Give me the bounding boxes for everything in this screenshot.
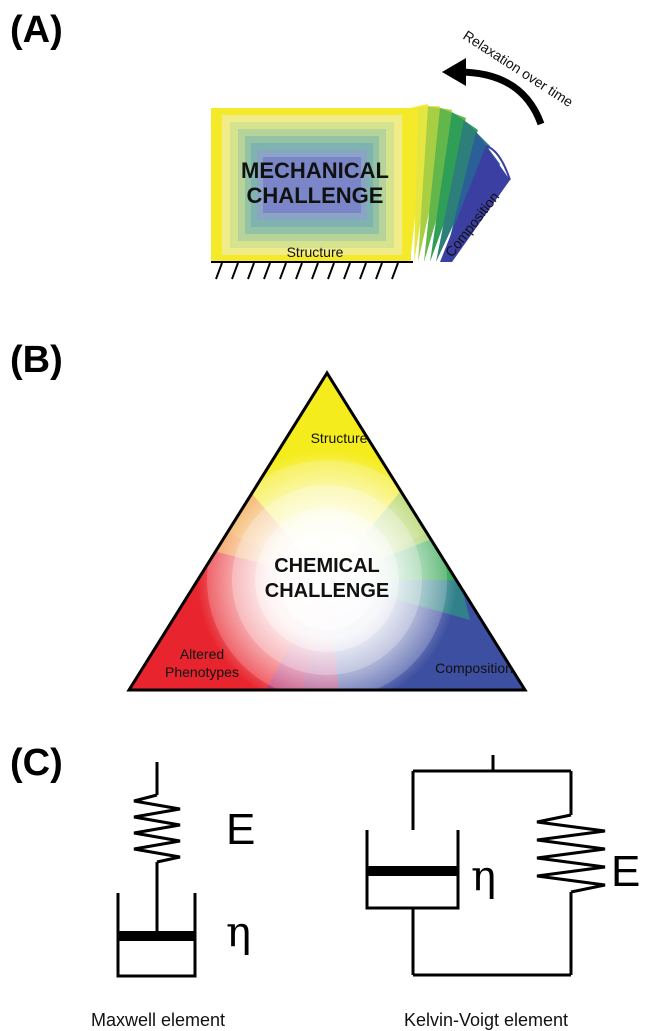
mechanical-title-line1: MECHANICAL (241, 158, 389, 183)
relaxation-arrow (442, 58, 545, 126)
structure-label-b: Structure (311, 430, 368, 446)
panel-c: (C) E η Maxwell element η E Kelvin-Voig (10, 742, 640, 1030)
panel-b-label: (B) (10, 339, 63, 381)
mechanical-block (211, 108, 411, 262)
maxwell-caption: Maxwell element (91, 1010, 225, 1030)
kelvin-voigt-element (365, 755, 606, 977)
relaxation-label: Relaxation over time (460, 27, 576, 110)
altered-label-line1: Altered (180, 646, 224, 662)
kv-dashpot-symbol: η (471, 851, 496, 900)
structure-label-a: Structure (287, 244, 344, 260)
kv-piston (367, 866, 458, 876)
chemical-title-line2: CHALLENGE (265, 580, 389, 602)
panel-b: (B) CHEMICAL CHALLENGE Structure Altered… (10, 339, 528, 692)
maxwell-piston (118, 931, 195, 941)
chemical-title-line1: CHEMICAL (274, 555, 380, 577)
fixed-support (211, 261, 413, 280)
phenotypes-label-line2: Phenotypes (165, 664, 239, 680)
mechanical-title-line2: CHALLENGE (247, 183, 384, 208)
kv-caption: Kelvin-Voigt element (404, 1010, 568, 1030)
composition-label-b: Composition (435, 660, 513, 676)
panel-a-label: (A) (10, 9, 63, 51)
maxwell-spring-symbol: E (226, 805, 255, 854)
triangle-outline (126, 370, 528, 692)
maxwell-element (116, 762, 197, 978)
panel-a: (A) MECHANICAL CHALLENGE Structure (10, 9, 576, 280)
kv-spring (536, 813, 606, 894)
maxwell-spring (133, 793, 181, 864)
maxwell-dashpot-symbol: η (226, 907, 251, 956)
panel-c-label: (C) (10, 742, 63, 784)
kv-spring-symbol: E (611, 847, 640, 896)
relaxing-layers (410, 104, 511, 262)
